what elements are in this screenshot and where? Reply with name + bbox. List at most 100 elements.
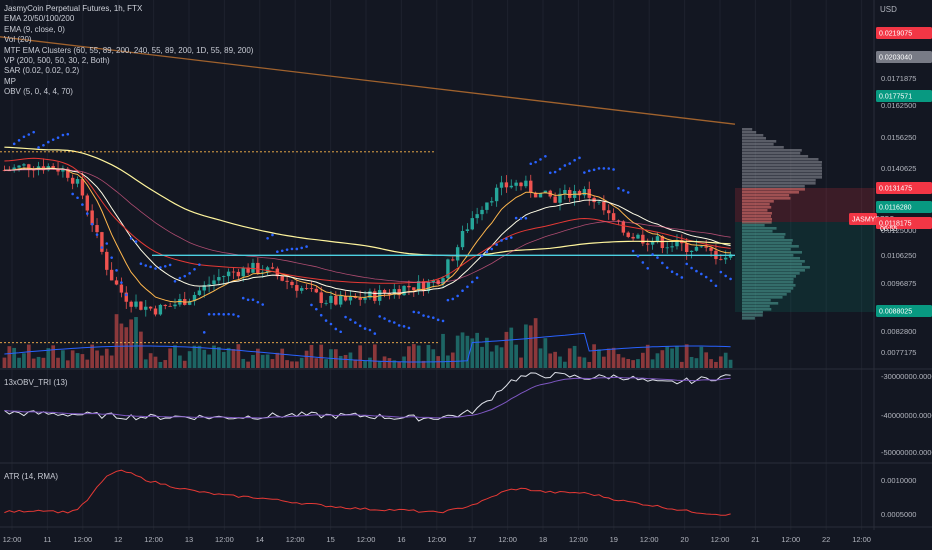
- sar-dot: [271, 233, 274, 237]
- candle-body: [129, 301, 133, 307]
- sar-dot: [42, 143, 45, 147]
- volume-bar: [260, 354, 265, 368]
- candle-body: [373, 291, 377, 301]
- obv-line: [4, 371, 731, 422]
- sar-dot: [602, 167, 606, 170]
- volume-bar: [655, 353, 660, 368]
- candle-body: [295, 285, 299, 291]
- candle-body: [587, 189, 591, 198]
- sar-dot: [212, 312, 216, 316]
- candle-body: [319, 292, 323, 303]
- candle-body: [334, 295, 338, 305]
- sar-dot: [568, 162, 572, 165]
- time-tick-label: 22: [822, 535, 830, 544]
- legend-indicator[interactable]: Vol (20): [4, 35, 32, 45]
- sar-dot: [431, 316, 435, 320]
- sar-dot: [188, 272, 191, 275]
- candle-body: [387, 293, 392, 295]
- vp-row: [742, 272, 800, 275]
- time-tick-label: 15: [326, 535, 334, 544]
- volume-bar: [714, 361, 718, 368]
- candle-body: [397, 289, 401, 296]
- sar-dot: [505, 237, 508, 241]
- candle-body: [646, 243, 650, 245]
- legend-indicator[interactable]: MTF EMA Clusters (60, 55, 89, 200, 240, …: [4, 45, 254, 55]
- price-tick-label: 0.0096875: [881, 279, 916, 288]
- sar-dot: [178, 276, 182, 280]
- vp-row: [742, 134, 764, 137]
- vp-row: [742, 188, 805, 191]
- time-tick-label: 12: [114, 535, 122, 544]
- legend-indicator[interactable]: EMA 20/50/100/200: [4, 14, 75, 24]
- volume-bar: [143, 359, 148, 368]
- sar-dot: [168, 263, 172, 267]
- candle-body: [241, 267, 245, 277]
- sar-dot: [207, 312, 211, 316]
- volume-bar: [582, 357, 587, 368]
- candle-body: [85, 195, 89, 211]
- candle-body: [636, 234, 640, 239]
- volume-bar: [416, 345, 421, 368]
- vp-row: [742, 227, 777, 230]
- volume-bar: [2, 357, 7, 368]
- candle-body: [524, 180, 528, 187]
- volume-bar: [650, 359, 655, 368]
- sar-dot: [66, 132, 70, 136]
- sar-dot: [475, 276, 479, 280]
- ema-200-line: [4, 146, 731, 257]
- volume-bar: [31, 358, 36, 368]
- volume-bar: [411, 344, 416, 368]
- ema-50-line: [4, 169, 731, 283]
- sar-dot: [124, 293, 128, 297]
- sar-dot: [71, 192, 74, 196]
- volume-bar: [460, 332, 465, 368]
- candle-body: [56, 169, 60, 172]
- obv-pane-label[interactable]: 13xOBV_TRI (13): [4, 378, 68, 387]
- sar-dot: [319, 313, 323, 317]
- volume-bar: [265, 354, 270, 368]
- candle-body: [261, 272, 265, 274]
- sar-dot: [617, 187, 620, 190]
- sar-dots: [12, 130, 732, 335]
- sar-dot: [329, 322, 333, 326]
- sar-dot: [587, 169, 591, 173]
- legend-indicator[interactable]: SAR (0.02, 0.02, 0.2): [4, 66, 80, 76]
- price-tag: [876, 201, 932, 213]
- sar-dot: [120, 281, 123, 284]
- candle-body: [455, 247, 460, 261]
- volume-bar: [197, 345, 202, 368]
- vp-row: [742, 128, 753, 131]
- legend-indicator[interactable]: EMA (9, close, 0): [4, 24, 65, 34]
- volume-bar: [709, 359, 713, 368]
- candle-body: [641, 234, 645, 244]
- candle-body: [553, 196, 557, 203]
- atr-pane-label[interactable]: ATR (14, RMA): [4, 472, 59, 481]
- vp-row: [742, 230, 773, 233]
- candle-body: [139, 301, 143, 310]
- candle-body: [80, 179, 85, 196]
- sar-dot: [17, 139, 21, 142]
- volume-bar: [553, 351, 557, 368]
- candle-body: [543, 190, 548, 193]
- sar-dot: [81, 203, 84, 206]
- sar-dot: [280, 249, 284, 253]
- volume-bar: [70, 350, 75, 368]
- candle-body: [270, 267, 275, 269]
- volume-bar: [36, 356, 41, 368]
- volume-bar: [592, 344, 596, 368]
- volume-bar: [640, 352, 645, 368]
- candle-body: [105, 251, 109, 270]
- legend-indicator[interactable]: MP: [4, 76, 16, 86]
- volume-bar: [251, 354, 255, 368]
- candle-body: [407, 285, 411, 288]
- sar-dot: [626, 191, 630, 194]
- vp-row: [742, 248, 791, 251]
- volume-bar: [387, 358, 392, 368]
- vp-row: [742, 305, 770, 308]
- candle-body: [563, 190, 567, 194]
- legend-indicator[interactable]: OBV (5, 0, 4, 4, 70): [4, 87, 73, 97]
- legend-indicator[interactable]: VP (200, 500, 50, 30, 2, Both): [4, 56, 110, 66]
- volume-bar: [139, 331, 143, 368]
- sar-dot: [159, 266, 162, 269]
